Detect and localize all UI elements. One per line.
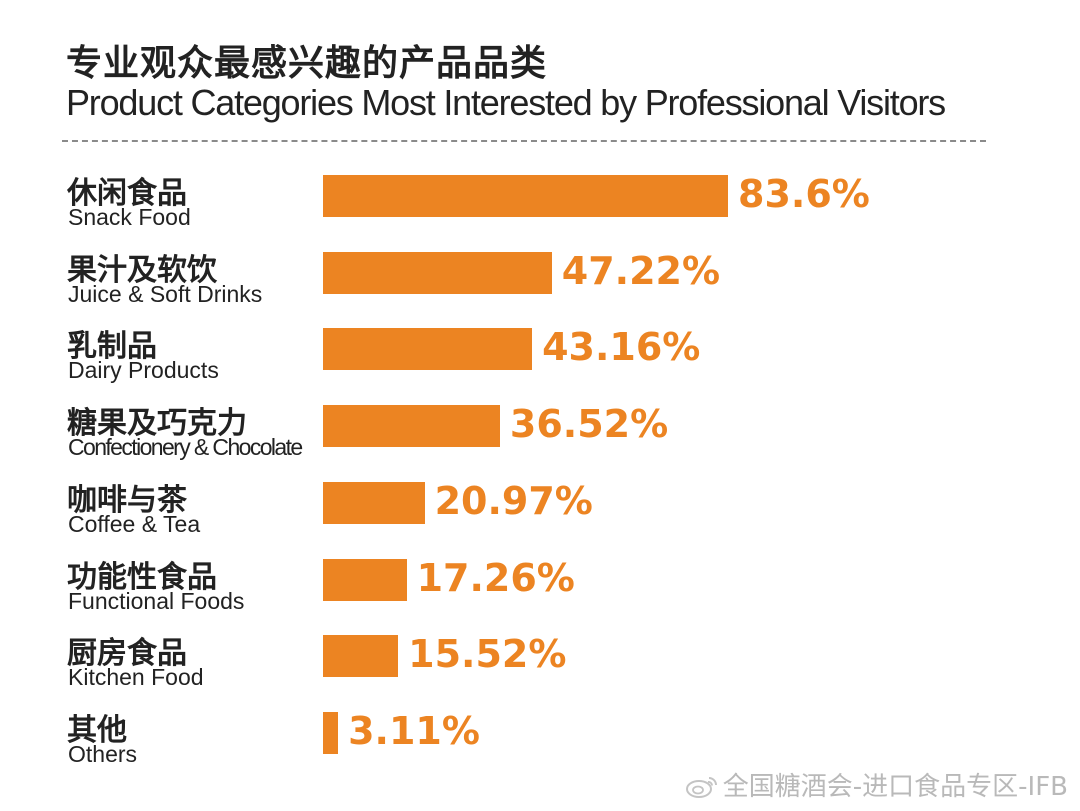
bar-value-label: 43.16% <box>542 325 701 370</box>
weibo-logo-icon <box>685 777 717 798</box>
category-label-zh: 咖啡与茶 <box>67 482 187 518</box>
category-label-zh: 休闲食品 <box>67 176 187 211</box>
bar-value-label: 15.52% <box>408 632 567 677</box>
bar <box>323 251 552 294</box>
category-label-zh: 乳制品 <box>67 329 157 365</box>
chart-title-zh: 专业观众最感兴趣的产品品类 <box>66 43 548 84</box>
category-label-en: Coffee & Tea <box>68 510 201 537</box>
category-label-zh: 功能性食品 <box>67 559 217 595</box>
chart-title-en: Product Categories Most Interested by Pr… <box>66 82 946 123</box>
bar-value-label: 17.26% <box>416 555 575 600</box>
chart-row: 休闲食品 Snack Food 83.6% <box>0 166 1080 240</box>
chart-row: 功能性食品 Functional Foods 17.26% <box>0 550 1080 624</box>
chart-row: 厨房食品 Kitchen Food 15.52% <box>0 626 1080 700</box>
chart-row: 果汁及软饮 Juice & Soft Drinks 47.22% <box>0 243 1080 317</box>
bar <box>323 481 425 524</box>
category-label-zh: 厨房食品 <box>67 636 187 672</box>
category-label-en: Confectionery & Chocolate <box>68 434 303 461</box>
category-label-en: Others <box>68 740 138 767</box>
bar-value-label: 36.52% <box>509 402 669 447</box>
watermark-text: 全国糖酒会-进口食品专区-IFB <box>722 772 1068 802</box>
bar <box>323 711 339 754</box>
watermark: 全国糖酒会-进口食品专区-IFB <box>685 766 1068 803</box>
category-label-zh: 糖果及巧克力 <box>67 406 247 442</box>
category-label-en: Snack Food <box>68 204 191 230</box>
bar <box>323 405 500 448</box>
category-label-en: Functional Foods <box>68 587 245 614</box>
bar <box>323 328 533 371</box>
chart-row: 咖啡与茶 Coffee & Tea 20.97% <box>0 473 1080 547</box>
bar-value-label: 20.97% <box>434 478 593 523</box>
chart-row: 其他 Others 3.11% <box>0 703 1080 777</box>
bar-value-label: 3.11% <box>348 708 480 753</box>
bar <box>323 558 407 601</box>
category-label-en: Dairy Products <box>68 357 219 384</box>
bar <box>323 175 728 217</box>
category-label-en: Kitchen Food <box>68 664 204 691</box>
bar <box>323 635 399 678</box>
chart-row: 乳制品 Dairy Products 43.16% <box>0 319 1080 393</box>
title-divider <box>62 140 986 142</box>
bar-value-label: 47.22% <box>561 248 721 293</box>
category-label-en: Juice & Soft Drinks <box>68 280 263 307</box>
category-label-zh: 其他 <box>67 712 127 748</box>
category-label-zh: 果汁及软饮 <box>67 252 217 288</box>
chart-row: 糖果及巧克力 Confectionery & Chocolate 36.52% <box>0 396 1080 470</box>
bar-value-label: 83.6% <box>738 172 870 216</box>
